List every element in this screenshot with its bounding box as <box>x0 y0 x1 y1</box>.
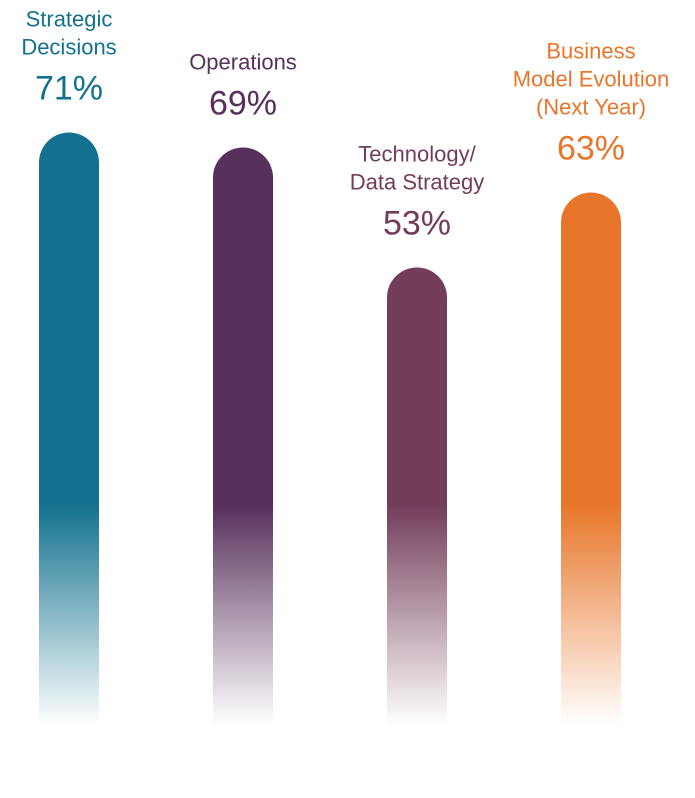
bar <box>213 147 273 731</box>
bar <box>387 267 447 730</box>
value-label: 53% <box>383 204 451 242</box>
category-label: Operations <box>189 49 297 74</box>
category-label: Decisions <box>21 34 116 59</box>
category-label: Strategic <box>26 6 113 31</box>
value-label: 69% <box>209 84 277 122</box>
category-label: Data Strategy <box>350 169 485 194</box>
bar <box>561 192 621 731</box>
category-label: Business <box>546 38 635 63</box>
value-label: 71% <box>35 69 103 107</box>
bar <box>39 132 99 731</box>
category-label: Model Evolution <box>513 66 670 91</box>
category-label: Technology/ <box>358 141 476 166</box>
value-label: 63% <box>557 129 625 167</box>
category-label: (Next Year) <box>536 94 646 119</box>
